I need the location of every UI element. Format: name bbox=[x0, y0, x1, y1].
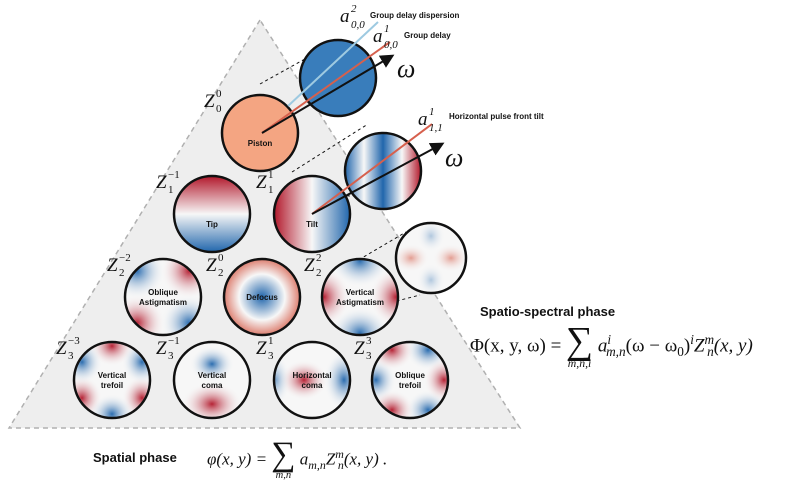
mode-name-oblique-astigmatism: Oblique bbox=[148, 288, 178, 297]
svg-text:a: a bbox=[373, 26, 383, 47]
zernike-sub-tip: 1 bbox=[168, 184, 174, 196]
mode-name-vertical-astigmatism: Vertical bbox=[346, 288, 374, 297]
omega-axis-arrow-1 bbox=[261, 54, 395, 134]
pulse-front-tilt-disc bbox=[343, 131, 423, 211]
zernike-sub-defocus: 2 bbox=[218, 267, 224, 279]
svg-text:Group delay dispersion: Group delay dispersion bbox=[370, 11, 459, 20]
gdd-line bbox=[287, 21, 379, 107]
mode-tip bbox=[172, 174, 252, 254]
group-delay-line bbox=[261, 41, 391, 134]
svg-text:a: a bbox=[418, 109, 428, 130]
mode-name-tip: Tip bbox=[206, 220, 218, 229]
mode-name-tilt: Tilt bbox=[306, 220, 318, 229]
mode-name-oblique-astigmatism: Astigmatism bbox=[139, 298, 187, 307]
zernike-symbol-vertical-astigmatism: Z bbox=[304, 255, 315, 276]
spatial-phase-equation: φ(x, y) = ∑ m,n am,nZmn(x, y) . bbox=[207, 436, 388, 481]
omega-label-1: ω bbox=[397, 54, 415, 83]
mode-name-piston: Piston bbox=[248, 139, 273, 148]
zernike-symbol-piston: Z bbox=[204, 91, 215, 112]
mode-name-vertical-astigmatism: Astigmatism bbox=[336, 298, 384, 307]
svg-text:1: 1 bbox=[384, 23, 390, 35]
zernike-symbol-horizontal-coma: Z bbox=[256, 338, 267, 359]
zernike-sub-vertical-coma: 3 bbox=[168, 350, 174, 362]
zernike-symbol-tip: Z bbox=[156, 172, 167, 193]
mode-name-vertical-trefoil: Vertical bbox=[98, 371, 126, 380]
zernike-sup-oblique-astigmatism: −2 bbox=[119, 252, 131, 264]
zernike-sub-vertical-astigmatism: 2 bbox=[316, 267, 322, 279]
zernike-sub-oblique-astigmatism: 2 bbox=[119, 267, 125, 279]
zernike-sub-oblique-trefoil: 3 bbox=[366, 350, 372, 362]
mode-name-horizontal-coma: Horizontal bbox=[292, 371, 331, 380]
svg-text:Horizontal pulse front tilt: Horizontal pulse front tilt bbox=[449, 112, 544, 121]
mode-name-horizontal-coma: coma bbox=[302, 381, 323, 390]
mode-oblique-trefoil bbox=[370, 340, 450, 420]
zernike-symbol-oblique-astigmatism: Z bbox=[107, 255, 118, 276]
mode-horizontal-coma bbox=[272, 340, 352, 420]
zernike-sup-oblique-trefoil: 3 bbox=[366, 335, 372, 347]
omega-label-2: ω bbox=[445, 143, 463, 172]
zernike-sup-vertical-trefoil: −3 bbox=[68, 335, 80, 347]
zernike-sup-tilt: 1 bbox=[268, 169, 274, 181]
svg-text:Group delay: Group delay bbox=[404, 31, 451, 40]
zernike-symbol-defocus: Z bbox=[206, 255, 217, 276]
mode-name-defocus: Defocus bbox=[246, 293, 278, 302]
zernike-sup-vertical-coma: −1 bbox=[168, 335, 180, 347]
mode-piston bbox=[220, 93, 300, 173]
svg-text:0,0: 0,0 bbox=[351, 19, 365, 31]
svg-text:a: a bbox=[340, 6, 350, 27]
mode-name-vertical-coma: coma bbox=[202, 381, 223, 390]
zernike-symbol-oblique-trefoil: Z bbox=[354, 338, 365, 359]
mode-name-oblique-trefoil: trefoil bbox=[399, 381, 421, 390]
astigmatism-projection-disc bbox=[394, 221, 468, 295]
pulse-front-tilt-label: a 1,1 1 Horizontal pulse front tilt bbox=[418, 106, 544, 134]
zernike-sup-piston: 0 bbox=[216, 88, 222, 100]
zernike-sub-vertical-trefoil: 3 bbox=[68, 350, 74, 362]
svg-text:0,0: 0,0 bbox=[384, 39, 398, 51]
mode-vertical-trefoil bbox=[72, 340, 152, 420]
mode-name-vertical-trefoil: trefoil bbox=[101, 381, 123, 390]
mode-name-oblique-trefoil: Oblique bbox=[395, 371, 425, 380]
mode-vertical-astigmatism bbox=[320, 257, 400, 337]
zernike-symbol-vertical-trefoil: Z bbox=[56, 338, 67, 359]
mode-defocus bbox=[222, 257, 302, 337]
zernike-sup-vertical-astigmatism: 2 bbox=[316, 252, 322, 264]
zernike-sub-tilt: 1 bbox=[268, 184, 274, 196]
spatial-phase-title: Spatial phase bbox=[93, 450, 177, 465]
zernike-symbol-vertical-coma: Z bbox=[156, 338, 167, 359]
group-delay-label: a 0,0 1 Group delay bbox=[373, 23, 451, 51]
zernike-sup-defocus: 0 bbox=[218, 252, 224, 264]
zernike-symbol-tilt: Z bbox=[256, 172, 267, 193]
zernike-sup-horizontal-coma: 1 bbox=[268, 335, 274, 347]
svg-text:1,1: 1,1 bbox=[429, 122, 443, 134]
mode-vertical-coma bbox=[172, 340, 252, 420]
omega-axis-arrow-2 bbox=[311, 142, 445, 215]
mode-oblique-astigmatism bbox=[123, 257, 203, 337]
zernike-sub-horizontal-coma: 3 bbox=[268, 350, 274, 362]
gdd-label: a 0,0 2 Group delay dispersion bbox=[340, 3, 459, 31]
svg-text:2: 2 bbox=[351, 3, 357, 15]
zernike-sub-piston: 0 bbox=[216, 103, 222, 115]
zernike-sup-tip: −1 bbox=[168, 169, 180, 181]
mode-name-vertical-coma: Vertical bbox=[198, 371, 226, 380]
spectral-phase-title: Spatio-spectral phase bbox=[480, 304, 616, 319]
pulse-front-tilt-line bbox=[311, 123, 433, 215]
svg-text:1: 1 bbox=[429, 106, 435, 118]
spectral-phase-equation: Φ(x, y, ω) = ∑ m,n,i aim,n(ω − ω0)iZmn(x,… bbox=[470, 320, 753, 371]
